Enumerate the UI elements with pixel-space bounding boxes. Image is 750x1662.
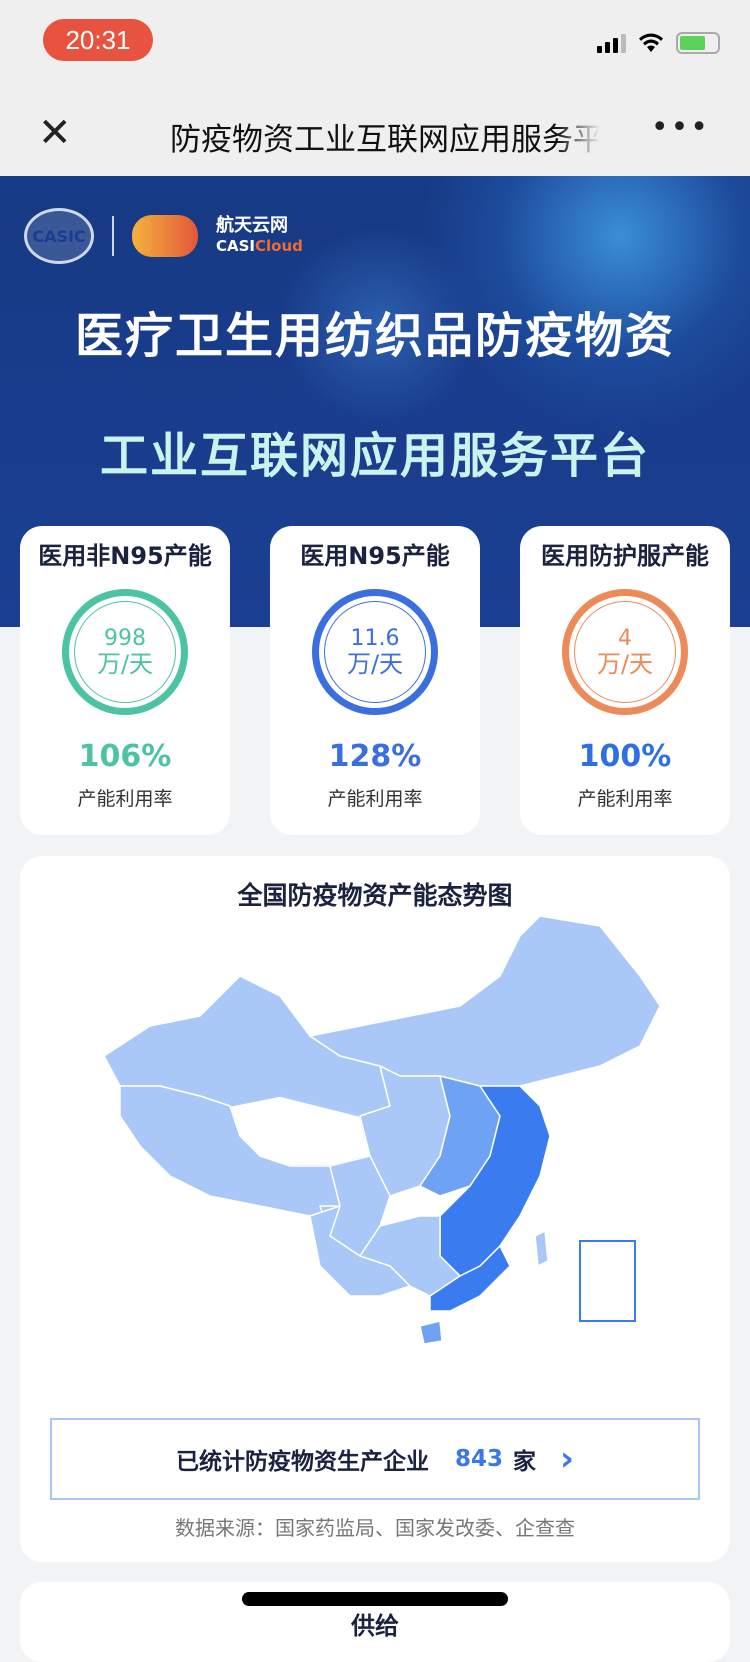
south-china-sea-inset [579,1240,636,1322]
utilization-rate: 106% [78,739,172,774]
capacity-ring: 998 万/天 [62,589,188,715]
casicloud-logo-icon [132,215,198,257]
close-icon[interactable]: ✕ [38,110,72,156]
page-title: 防疫物资工业互联网应用服务平台 [170,122,600,158]
capacity-unit: 万/天 [96,650,154,678]
map-card: 全国防疫物资产能态势图 已统计防疫物资生产企业 843 家 › 数据来源：国家药… [20,856,730,1562]
banner-title-line2: 工业互联网应用服务平台 [99,428,650,484]
capacity-ring: 4 万/天 [562,589,688,715]
region-hainan [419,1320,443,1345]
utilization-rate: 100% [578,739,672,774]
casic-logo: CASIC [24,208,94,264]
utilization-label: 产能利用率 [577,788,673,810]
logo-divider [112,216,114,256]
enterprise-count-link[interactable]: 已统计防疫物资生产企业 843 家 › [50,1418,700,1500]
data-source: 数据来源：国家药监局、国家发改委、企查查 [175,1516,575,1540]
card-title: 医用防护服产能 [541,542,709,570]
map-title: 全国防疫物资产能态势图 [237,881,513,910]
capacity-unit: 万/天 [346,650,404,678]
utilization-rate: 128% [328,739,422,774]
utilization-label: 产能利用率 [77,788,173,810]
banner-title-line1: 医疗卫生用纺织品防疫物资 [74,308,675,364]
capacity-card[interactable]: 医用非N95产能 998 万/天 106% 产能利用率 [20,526,230,835]
region-taiwan [534,1230,549,1267]
capacity-value: 998 [104,626,146,651]
region-guangdong [429,1245,511,1312]
card-title: 医用非N95产能 [38,542,212,570]
card-title: 医用N95产能 [300,542,450,570]
capacity-card[interactable]: 医用防护服产能 4 万/天 100% 产能利用率 [520,526,730,835]
china-map[interactable] [80,916,700,1376]
capacity-value: 4 [618,626,632,651]
wifi-icon [639,33,663,52]
nav-bar: ✕ 防疫物资工业互联网应用服务平台 ••• [0,88,750,176]
region-north [309,916,661,1087]
chevron-right-icon: › [560,1439,575,1479]
more-icon[interactable]: ••• [650,110,710,145]
utilization-label: 产能利用率 [327,788,423,810]
stat-count: 843 [454,1446,503,1472]
signal-icon [597,33,626,53]
capacity-unit: 万/天 [596,650,654,678]
capacity-ring: 11.6 万/天 [312,589,438,715]
stat-label: 已统计防疫物资生产企业 [175,1449,429,1475]
status-bar: 20:31 [0,0,750,88]
capacity-card[interactable]: 医用N95产能 11.6 万/天 128% 产能利用率 [270,526,480,835]
home-indicator [242,1592,508,1606]
status-time: 20:31 [43,19,153,61]
stat-unit: 家 [513,1449,536,1475]
capacity-value: 11.6 [350,626,400,651]
battery-charging-icon [676,32,720,54]
casicloud-logo-text: 航天云网 CASICloud [216,215,303,255]
